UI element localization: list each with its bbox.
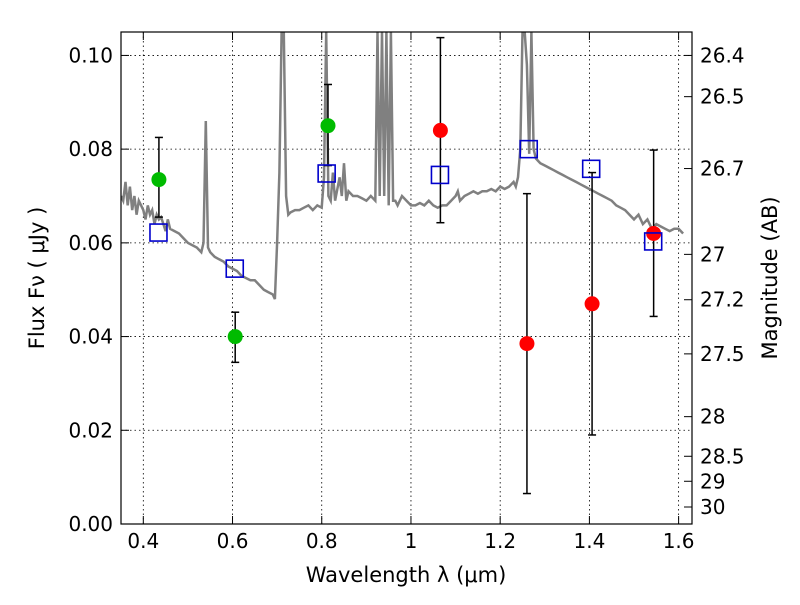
x-axis-label: Wavelength λ (μm) (306, 563, 507, 587)
data-point (432, 122, 448, 138)
y-tick-label: 0.08 (68, 137, 113, 161)
y2-tick-label: 29 (700, 469, 725, 493)
y2-tick-label: 28.5 (700, 444, 745, 468)
x-tick-label: 1.2 (484, 529, 516, 553)
plot-area (121, 32, 685, 495)
y-tick-label: 0.10 (68, 43, 113, 67)
y2-tick-label: 28 (700, 405, 725, 429)
y2-tick-label: 27.5 (700, 342, 745, 366)
model-point (149, 223, 168, 242)
y2-tick-label: 26.5 (700, 85, 745, 109)
y-tick-label: 0.02 (68, 418, 113, 442)
model-point (643, 232, 663, 251)
y-tick-label: 0.06 (68, 231, 113, 255)
sed-model-line (121, 32, 685, 300)
data-point (151, 172, 167, 188)
x-tick-label: 1.6 (663, 529, 695, 553)
y2-tick-label: 27 (700, 242, 725, 266)
model-point (225, 259, 245, 278)
plot-frame (120, 31, 693, 525)
y2-tick-label: 30 (700, 495, 725, 519)
data-point (584, 296, 600, 312)
grid-lines (121, 32, 692, 525)
x-tick-label: 0.4 (127, 529, 159, 553)
y-tick-label: 0.00 (68, 512, 113, 536)
axis-ticks (121, 32, 692, 525)
x-tick-label: 1.4 (573, 529, 605, 553)
data-point (320, 118, 336, 134)
model-point (430, 165, 450, 185)
data-point (227, 329, 243, 345)
y2-tick-label: 27.2 (700, 288, 745, 312)
x-tick-label: 0.8 (306, 529, 338, 553)
y-tick-label: 0.04 (68, 325, 113, 349)
error-bars (154, 36, 658, 495)
model-point (317, 164, 336, 183)
x-tick-label: 1 (405, 529, 418, 553)
model-point (519, 139, 539, 159)
x-tick-label: 0.6 (217, 529, 249, 553)
data-markers (149, 118, 663, 352)
data-point (519, 336, 535, 352)
model-point (581, 159, 601, 179)
y2-axis-label: Magnitude (AB) (758, 196, 782, 359)
y2-tick-label: 26.4 (700, 43, 745, 67)
y-axis-label: Flux Fν ( μJy ) (25, 207, 49, 350)
y2-tick-label: 26.7 (700, 157, 745, 181)
